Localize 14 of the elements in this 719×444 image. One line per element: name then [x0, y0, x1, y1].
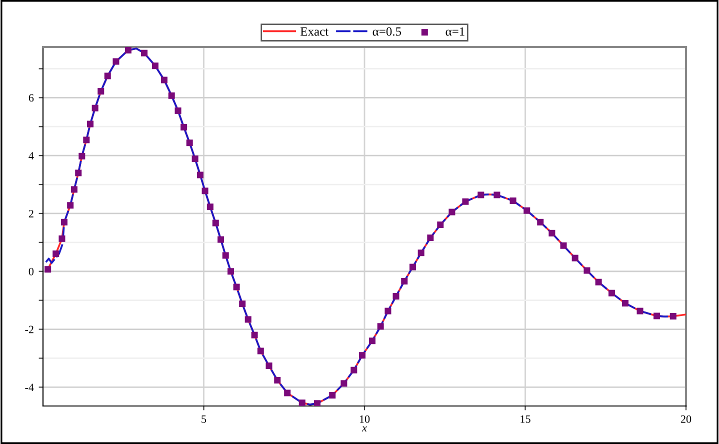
legend-label: α=1: [446, 27, 464, 36]
x-axis-title: x: [362, 426, 367, 432]
legend-label: α=0.5: [372, 27, 402, 36]
x-tick-label: 10: [360, 415, 370, 423]
x-tick-label: 5: [202, 415, 206, 423]
y-tick-label: 0: [28, 268, 34, 276]
y-tick-label: 6: [28, 94, 34, 102]
y-tick-label: 4: [28, 152, 34, 160]
y-tick-label: -2: [25, 326, 34, 334]
x-tick-label: 20: [680, 415, 692, 423]
legend-label: Exact: [300, 27, 328, 36]
y-tick-label: -4: [25, 384, 34, 392]
x-tick-label: 15: [520, 415, 530, 423]
y-tick-label: 2: [28, 210, 34, 218]
